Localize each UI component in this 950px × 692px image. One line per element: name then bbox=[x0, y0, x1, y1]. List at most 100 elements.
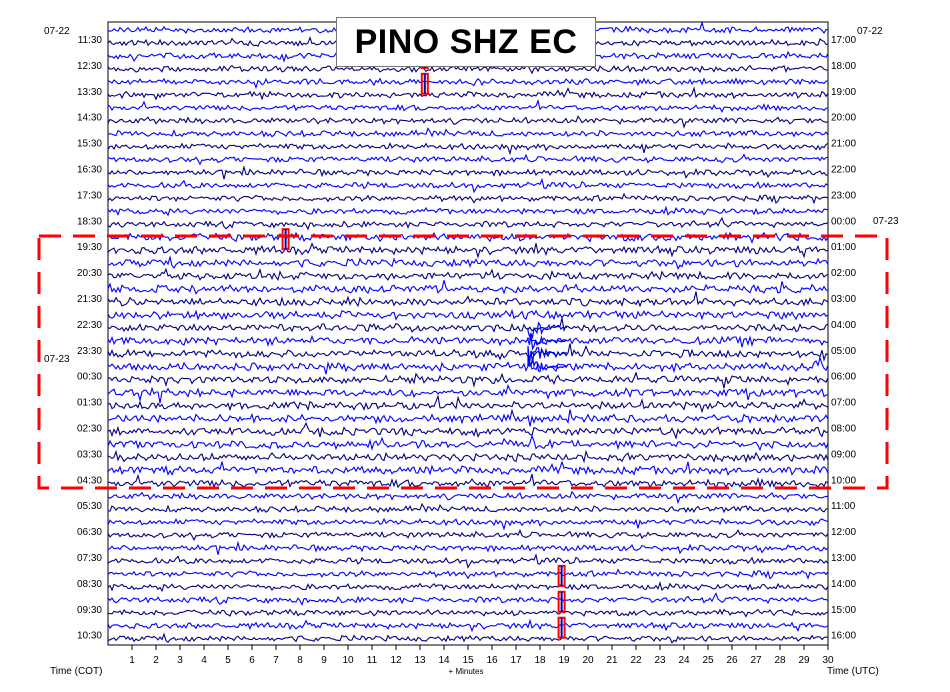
trace-line bbox=[107, 127, 829, 138]
right-hour-label: 01:00 bbox=[831, 242, 856, 253]
left-time-labels: 11:30 12:30 13:30 14:30 15:30 16:30 17:30 18:30… bbox=[77, 35, 102, 642]
x-tick-label: 8 bbox=[297, 655, 303, 666]
trace-line bbox=[107, 568, 829, 580]
left-hour-label: 04:30 bbox=[77, 475, 102, 486]
left-hour-label: 10:30 bbox=[77, 631, 102, 642]
trace-line bbox=[107, 317, 829, 333]
x-tick-label: 14 bbox=[438, 655, 450, 666]
left-hour-label: 00:30 bbox=[77, 372, 102, 383]
trace-line bbox=[107, 529, 829, 542]
right-hour-label: 00:00 bbox=[831, 216, 856, 227]
event-burst bbox=[527, 354, 568, 373]
trace-line bbox=[107, 267, 829, 281]
trace-line bbox=[107, 371, 829, 389]
left-hour-label: 21:30 bbox=[77, 294, 102, 305]
x-tick-label: 27 bbox=[750, 655, 762, 666]
trace-line bbox=[107, 632, 829, 644]
trace-line bbox=[107, 164, 829, 180]
x-tick-label: 15 bbox=[462, 655, 474, 666]
trace-line bbox=[107, 355, 829, 375]
x-tick-label: 20 bbox=[582, 655, 594, 666]
right-hour-label: 12:00 bbox=[831, 527, 856, 538]
x-tick-label: 16 bbox=[486, 655, 498, 666]
x-tick-label: 23 bbox=[654, 655, 666, 666]
trace-line bbox=[107, 142, 829, 156]
x-tick-label: 19 bbox=[558, 655, 570, 666]
trace-line bbox=[107, 383, 829, 404]
trace-line bbox=[107, 449, 829, 464]
x-tick-label: 5 bbox=[225, 655, 231, 666]
x-tick-label: 25 bbox=[702, 655, 714, 666]
x-tick-label: 18 bbox=[534, 655, 546, 666]
trace-line bbox=[107, 86, 829, 101]
x-tick-label: 30 bbox=[822, 655, 834, 666]
left-hour-label: 22:30 bbox=[77, 320, 102, 331]
right-hour-label: 23:00 bbox=[831, 190, 856, 201]
event-burst bbox=[527, 334, 568, 351]
trace-line bbox=[107, 408, 829, 427]
right-hour-label: 11:00 bbox=[831, 501, 856, 512]
trace-line bbox=[107, 553, 829, 569]
left-hour-label: 23:30 bbox=[77, 346, 102, 357]
trace-line bbox=[107, 216, 829, 231]
trace-line bbox=[107, 618, 829, 633]
left-hour-label: 02:30 bbox=[77, 424, 102, 435]
left-hour-label: 05:30 bbox=[77, 501, 102, 512]
right-hour-label: 10:00 bbox=[831, 475, 856, 486]
trace-line bbox=[107, 308, 829, 321]
x-tick-label: 28 bbox=[774, 655, 786, 666]
trace-line bbox=[107, 242, 829, 259]
right-hour-label: 19:00 bbox=[831, 87, 856, 98]
trace-line bbox=[107, 502, 829, 514]
x-tick-label: 21 bbox=[606, 655, 618, 666]
right-time-labels: 17:00 18:00 19:00 20:00 21:00 22:00 23:00 00:00… bbox=[831, 35, 856, 642]
x-axis-label: + Minutes bbox=[449, 667, 484, 676]
right-axis-label: Time (UTC) bbox=[827, 666, 879, 677]
trace-line bbox=[107, 421, 829, 440]
x-tick-label: 9 bbox=[321, 655, 327, 666]
left-hour-label: 15:30 bbox=[77, 139, 102, 150]
trace-line bbox=[107, 343, 829, 362]
x-tick-label: 22 bbox=[630, 655, 642, 666]
trace-line bbox=[107, 581, 829, 593]
x-tick-label: 26 bbox=[726, 655, 738, 666]
trace-line bbox=[107, 394, 829, 414]
trace-line bbox=[107, 177, 829, 194]
left-hour-label: 19:30 bbox=[77, 242, 102, 253]
right-hour-label: 09:00 bbox=[831, 449, 856, 460]
chart-title-box: PINO SHZ EC bbox=[336, 17, 596, 67]
x-tick-label: 1 bbox=[129, 655, 135, 666]
left-date-mid: 07-23 bbox=[44, 354, 70, 365]
trace-line bbox=[107, 434, 829, 452]
right-hour-label: 14:00 bbox=[831, 579, 856, 590]
right-hour-label: 07:00 bbox=[831, 398, 856, 409]
event-markers bbox=[281, 46, 568, 639]
right-hour-label: 18:00 bbox=[831, 61, 856, 72]
right-hour-label: 15:00 bbox=[831, 605, 856, 616]
highlight-box bbox=[37, 234, 889, 490]
trace-line bbox=[107, 98, 829, 114]
x-tick-label: 2 bbox=[153, 655, 159, 666]
trace-line bbox=[107, 153, 829, 166]
trace-line bbox=[107, 592, 829, 607]
left-hour-label: 11:30 bbox=[78, 35, 103, 46]
trace-line bbox=[107, 77, 829, 90]
left-date-start: 07-22 bbox=[44, 26, 70, 37]
x-tick-label: 3 bbox=[177, 655, 183, 666]
x-tick-label: 12 bbox=[390, 655, 402, 666]
right-hour-label: 13:00 bbox=[831, 553, 856, 564]
right-hour-label: 08:00 bbox=[831, 424, 856, 435]
x-tick-label: 13 bbox=[414, 655, 426, 666]
x-tick-label: 4 bbox=[201, 655, 207, 666]
trace-line bbox=[107, 490, 829, 505]
event-burst bbox=[527, 345, 568, 364]
plot-frame bbox=[107, 21, 829, 646]
trace-line bbox=[107, 608, 829, 618]
right-date-start: 07-22 bbox=[857, 26, 883, 37]
trace-line bbox=[107, 334, 828, 348]
left-axis-label: Time (COT) bbox=[50, 666, 102, 677]
right-hour-label: 04:00 bbox=[831, 320, 856, 331]
left-hour-label: 01:30 bbox=[77, 398, 102, 409]
trace-line bbox=[107, 517, 829, 531]
